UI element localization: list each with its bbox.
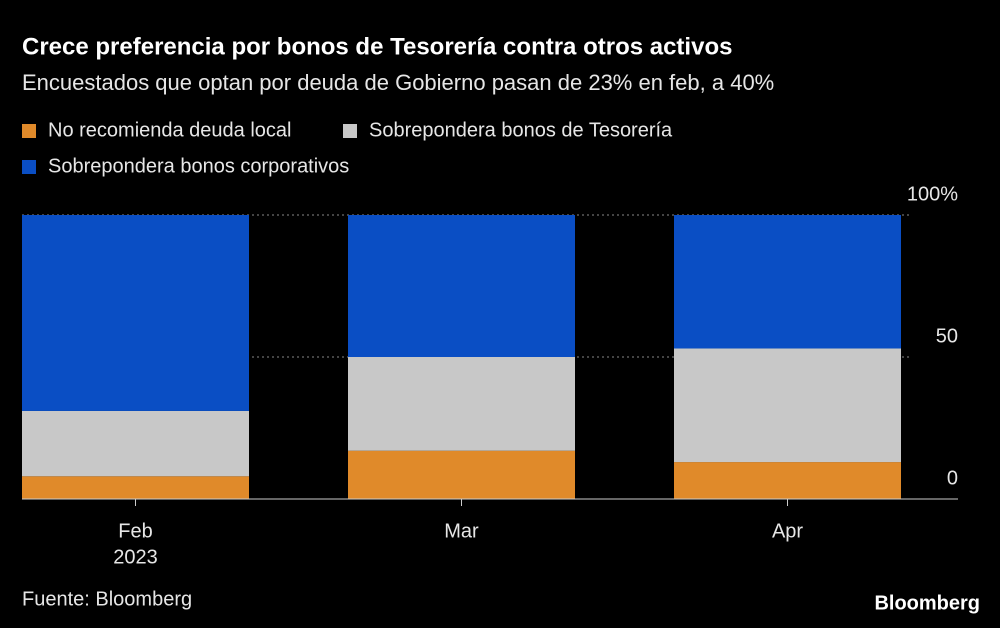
brand: Bloomberg <box>874 592 980 614</box>
legend-swatch <box>343 124 357 138</box>
bar-segment <box>348 450 575 499</box>
chart-title: Crece preferencia por bonos de Tesorería… <box>22 33 732 60</box>
y-tick-label: 100% <box>907 183 958 205</box>
legend-swatch <box>22 160 36 174</box>
bar-segment <box>674 215 901 349</box>
bar-segment <box>22 476 249 499</box>
legend-label: No recomienda deuda local <box>48 119 292 141</box>
bar-segment <box>348 357 575 451</box>
legend-swatch <box>22 124 36 138</box>
legend-label: Sobrepondera bonos corporativos <box>48 155 349 177</box>
x-tick-label: Feb <box>118 520 152 542</box>
bar-segment <box>22 410 249 477</box>
bar-segment <box>674 348 901 463</box>
bar-segment <box>674 462 901 499</box>
bar-segment <box>22 215 249 411</box>
legend-label: Sobrepondera bonos de Tesorería <box>369 119 673 141</box>
bar-segment <box>348 215 575 357</box>
y-tick-label: 0 <box>947 467 958 489</box>
x-year-label: 2023 <box>113 546 158 568</box>
x-tick-label: Mar <box>444 520 479 542</box>
source: Fuente: Bloomberg <box>22 588 192 610</box>
chart-subtitle: Encuestados que optan por deuda de Gobie… <box>22 70 774 95</box>
x-tick-label: Apr <box>772 520 803 542</box>
y-tick-label: 50 <box>936 325 958 347</box>
